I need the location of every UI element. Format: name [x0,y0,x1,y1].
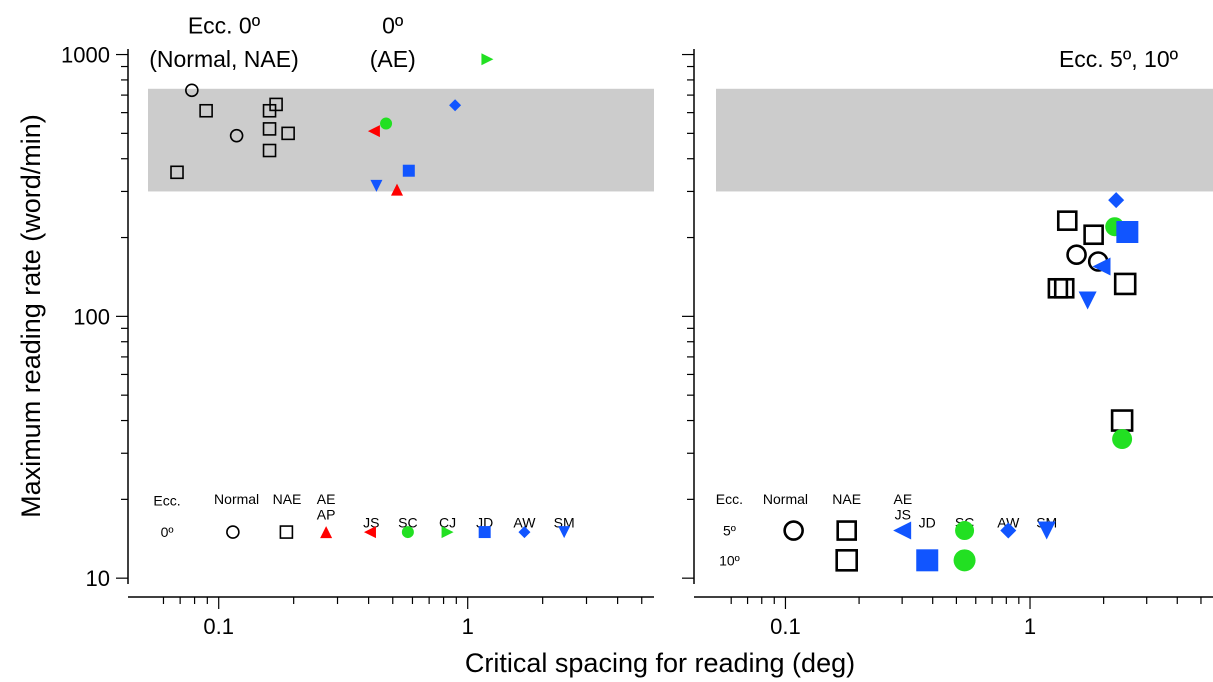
legend-marker-triangle-left [363,526,376,539]
data-point-triangle-right [481,53,494,66]
legend-marker-square [916,549,939,572]
legend-header-label: JD [919,515,936,531]
data-point-circle [1112,429,1133,450]
data-point-triangle-left [367,125,380,138]
data-point-square [262,143,277,158]
data-point-square [1110,409,1134,432]
legend-header-label: Ecc. [153,492,180,508]
data-point-diamond [1108,192,1125,209]
legend-header-label: AW [513,515,536,531]
data-point-square [1053,277,1075,299]
data-point-triangle-left [1092,257,1111,276]
data-point-circle [1066,244,1087,265]
y-tick-label: 100 [73,304,110,329]
legend-marker-circle [953,549,976,572]
data-point-square [199,103,213,118]
data-point-square [1083,224,1104,246]
legend-marker-diamond [1000,522,1017,539]
legend-header-label: JS [895,507,911,523]
data-point-triangle-down [1078,291,1097,310]
gray-band [148,88,654,192]
gray-band [716,88,1213,192]
annotation-text: (AE) [370,46,416,72]
legend-header-label: AW [997,515,1020,531]
legend-marker-triangle-down [1037,521,1056,540]
legend-marker-square [279,525,294,539]
legend-marker-square [835,549,858,572]
legend-header-label: CJ [439,515,456,531]
data-point-triangle-down [370,179,383,192]
data-point-square [281,126,295,141]
data-point-circle [185,83,199,98]
legend-marker-triangle-up [320,526,333,539]
legend-marker-diamond [518,526,531,539]
data-point-diamond [449,99,462,112]
legend-marker-triangle-left [893,521,912,540]
legend-row-label: 5º [723,523,736,539]
legend-marker-square [836,520,857,541]
legend-marker-circle [226,525,240,539]
legend-header-label: AE [894,491,913,507]
legend-header-label: NAE [832,491,861,507]
legend-header-label: Normal [214,491,259,507]
data-point-square [1056,210,1078,231]
annotation-text: Ecc. 5º, 10º [1059,46,1179,72]
legend-marker-circle [783,520,804,541]
annotation-text: (Normal, NAE) [149,46,299,72]
legend-marker-square [478,526,491,539]
data-point-square [1116,220,1139,243]
legend-header-label: AE [317,491,336,507]
legend-header-label: AP [317,507,336,523]
x-tick-label: 0.1 [203,614,234,639]
y-axis-title: Maximum reading rate (word/min) [16,114,46,518]
data-point-square [262,122,277,136]
legend-marker-circle [401,526,414,539]
legend-header-label: Ecc. [716,491,743,507]
legend-marker-triangle-down [558,526,571,539]
x-tick-label: 1 [1024,614,1036,639]
annotation-text: 0º [382,13,404,39]
data-point-square [402,164,415,177]
legend-marker-triangle-right [441,526,454,539]
y-tick-label: 10 [86,566,110,591]
data-point-circle [380,117,393,130]
data-point-square [170,165,184,180]
data-point-circle [229,128,244,143]
x-tick-label: 0.1 [770,614,801,639]
legend-header-label: Normal [763,491,808,507]
x-axis-title: Critical spacing for reading (deg) [465,648,855,678]
data-point-triangle-up [390,183,403,196]
left-panel: 10 100 1000 0.1 1 Ecc. 0º (Normal, NAE) 0º (AE) E… [61,13,654,639]
data-point-square [269,97,283,112]
legend-header-label: SC [398,515,417,531]
legend-marker-circle [955,521,975,541]
legend-row-label: 10º [719,552,740,568]
legend-header-label: NAE [273,491,302,507]
x-tick-label: 1 [462,614,474,639]
annotation-text: Ecc. 0º [188,13,261,39]
data-point-square [1047,277,1069,299]
legend-header-label: JS [363,515,379,531]
y-tick-label: 1000 [61,43,110,68]
data-point-square [1113,272,1137,296]
legend-row-label: 0º [161,524,174,540]
